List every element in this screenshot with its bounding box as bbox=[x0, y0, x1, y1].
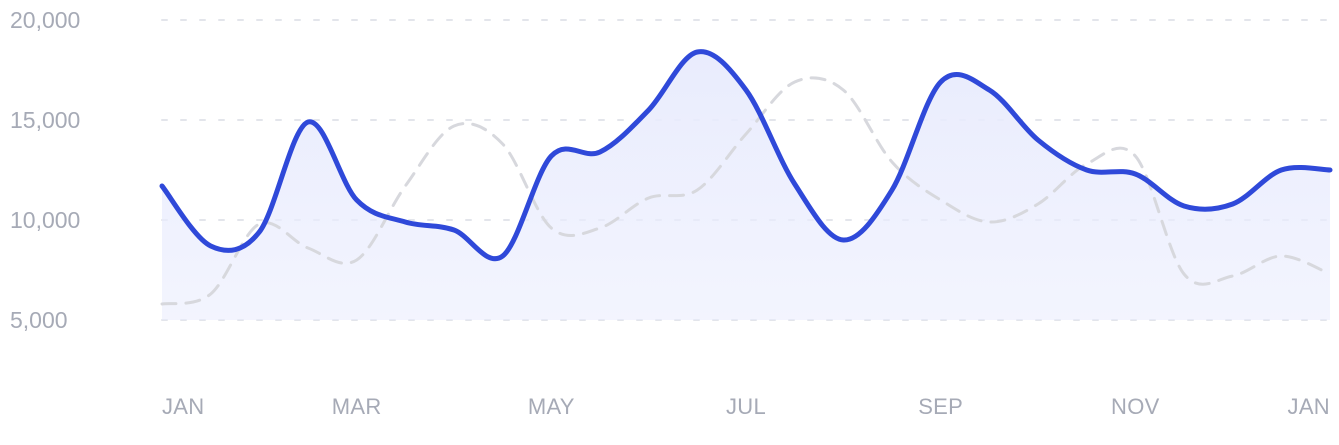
y-tick-label: 20,000 bbox=[10, 7, 80, 33]
y-tick-label: 5,000 bbox=[10, 307, 68, 333]
area-fill bbox=[162, 51, 1330, 320]
series-area bbox=[162, 51, 1330, 320]
y-tick-label: 10,000 bbox=[10, 207, 80, 233]
x-tick-label: MAY bbox=[528, 394, 575, 419]
series-line-dashed bbox=[160, 76, 1332, 306]
x-tick-label: NOV bbox=[1111, 394, 1160, 419]
y-tick-label: 15,000 bbox=[10, 107, 80, 133]
x-tick-label: MAR bbox=[332, 394, 382, 419]
x-tick-label: JUL bbox=[726, 394, 766, 419]
series-line-solid bbox=[159, 49, 1333, 262]
x-tick-label: SEP bbox=[918, 394, 963, 419]
x-tick-label: JAN bbox=[162, 394, 204, 419]
x-tick-label: JAN bbox=[1288, 394, 1330, 419]
series-lines bbox=[159, 49, 1333, 306]
y-axis-ticks: 5,000 10,000 15,000 20,000 bbox=[10, 7, 80, 333]
x-axis-ticks: JAN MAR MAY JUL SEP NOV JAN bbox=[162, 394, 1330, 419]
